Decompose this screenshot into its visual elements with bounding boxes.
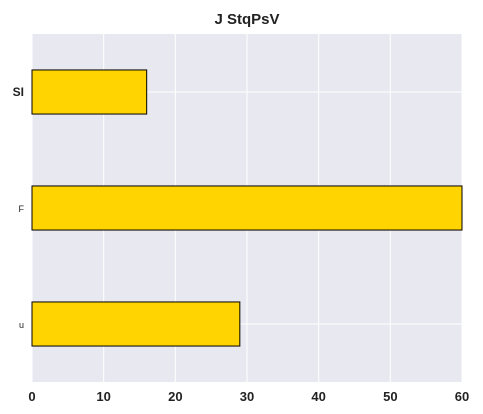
chart-title: J StqPsV [214, 11, 279, 28]
y-tick-label: F [19, 204, 25, 214]
bar-si [31, 69, 148, 115]
y-axis-ticks: SI Fu [13, 85, 25, 330]
x-tick-label: 60 [455, 389, 469, 404]
bars [31, 69, 463, 347]
bar-f [31, 185, 463, 231]
x-tick-label: 50 [383, 389, 397, 404]
y-tick-label: SI [13, 85, 24, 99]
y-tick-label: u [19, 320, 24, 330]
x-tick-label: 20 [168, 389, 182, 404]
x-tick-label: 10 [96, 389, 110, 404]
x-tick-label: 30 [240, 389, 254, 404]
x-axis-ticks: 0 10 20 30 40 50 60 [28, 389, 469, 404]
x-tick-label: 0 [28, 389, 35, 404]
x-tick-label: 40 [311, 389, 325, 404]
bar-u [31, 301, 241, 347]
